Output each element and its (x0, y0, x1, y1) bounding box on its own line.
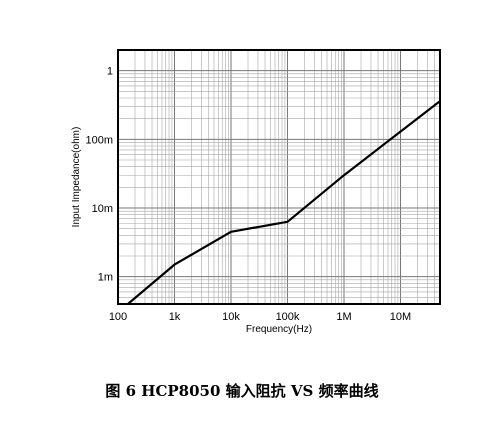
figure-caption: 图 6 HCP8050 输入阻抗 VS 频率曲线 (105, 382, 379, 400)
x-tick-label: 10M (390, 311, 411, 323)
x-tick-label: 1M (336, 311, 351, 323)
y-tick-label: 1 (107, 66, 113, 78)
grid-lines (117, 49, 441, 305)
y-tick-label: 100m (85, 134, 113, 146)
x-tick-labels: 100 1k 10k 100k 1M 10M (109, 311, 411, 323)
y-axis-label: Input Impedance(ohm) (71, 127, 82, 228)
x-tick-label: 10k (222, 311, 240, 323)
y-tick-label: 10m (92, 203, 113, 215)
x-tick-label: 100 (109, 311, 127, 323)
plot-frame (117, 49, 441, 305)
y-tick-labels: 1m 10m 100m 1 (85, 66, 113, 284)
x-axis-label: Frequency(Hz) (246, 324, 312, 335)
impedance-chart: 100 1k 10k 100k 1M 10M 1m 10m 100m 1 Frequency(H… (71, 49, 441, 335)
series-layer (127, 100, 440, 304)
impedance-curve (127, 100, 440, 304)
x-tick-label: 100k (276, 311, 300, 323)
x-tick-label: 1k (169, 311, 181, 323)
y-tick-label: 1m (98, 272, 113, 284)
